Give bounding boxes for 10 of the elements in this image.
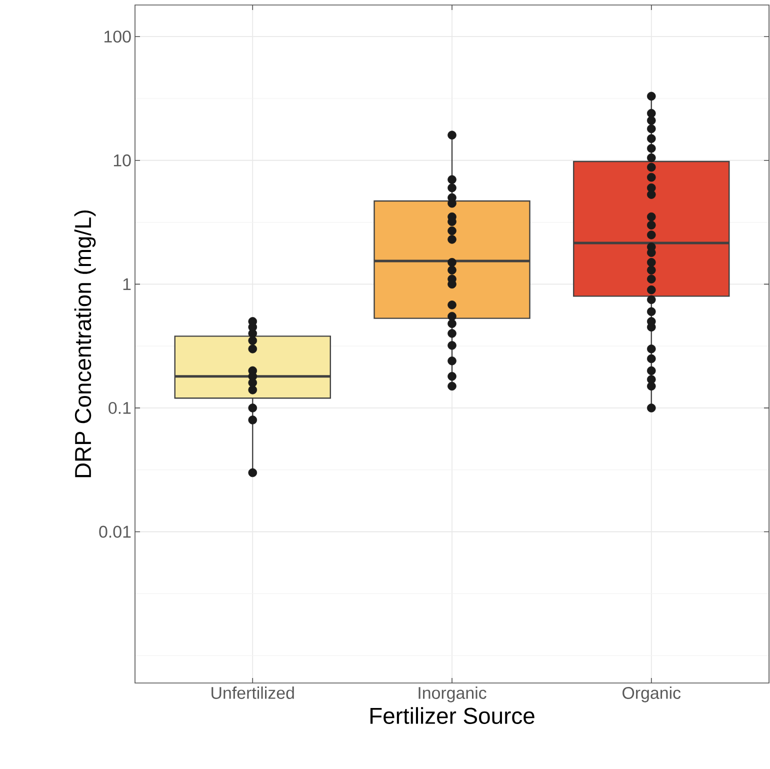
y-tick-label: 1: [123, 278, 131, 290]
y-tick-label: 100: [104, 30, 131, 43]
y-tick-label: 0.1: [108, 402, 131, 414]
x-axis-title: Fertilizer Source: [370, 707, 534, 724]
y-tick-label: 10: [114, 154, 131, 166]
x-tick-label: Organic: [622, 686, 681, 702]
x-tick-label: Inorganic: [418, 686, 486, 702]
y-tick-label: 0.01: [99, 526, 131, 538]
x-tick-label: Unfertilized: [212, 686, 294, 699]
y-axis-title: DRP Concentration (mg/L): [74, 210, 96, 478]
